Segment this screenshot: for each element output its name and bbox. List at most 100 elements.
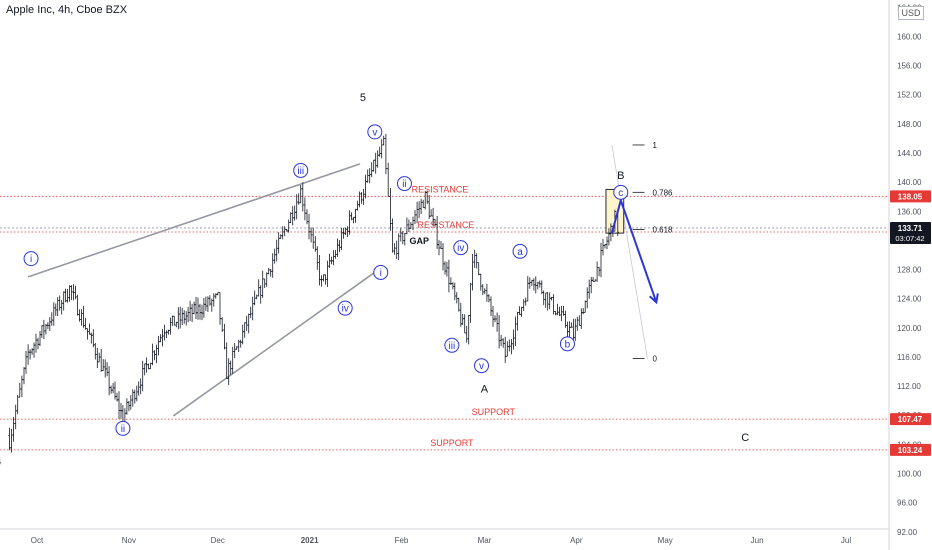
ohlc-bar (102, 359, 105, 371)
ohlc-bar (422, 199, 425, 208)
ohlc-bar (251, 296, 254, 321)
ohlc-bar (289, 212, 292, 223)
time-tick-label: Apr (570, 536, 583, 545)
ohlc-bar (303, 197, 307, 221)
price-tick-label: 140.00 (897, 178, 922, 187)
ohlc-bar (312, 227, 315, 249)
ohlc-bar (225, 342, 228, 379)
price-axis[interactable]: 164.00160.00156.00152.00148.00144.00140.… (888, 0, 922, 550)
price-tick-label: 160.00 (897, 32, 922, 41)
trendlines (27, 163, 382, 417)
ohlc-bar (605, 236, 609, 249)
ohlc-bar (428, 195, 431, 219)
price-tick-label: 152.00 (897, 91, 922, 100)
ohlc-bar (340, 227, 343, 251)
ohlc-bar (66, 289, 69, 303)
ohlc-bar (372, 159, 375, 172)
price-tick-label: 120.00 (897, 324, 922, 333)
wave-label: 4 (0, 456, 2, 468)
ohlc-bar (299, 185, 302, 204)
ohlc-bar (200, 304, 204, 321)
price-tick-label: 144.00 (897, 149, 922, 158)
ohlc-bar (409, 222, 413, 229)
ohlc-bar (261, 270, 264, 298)
ohlc-bar (183, 310, 186, 324)
ohlc-bar (80, 309, 83, 326)
ohlc-bar (133, 389, 136, 404)
gap-label: GAP (410, 236, 430, 246)
ohlc-bar (451, 282, 455, 290)
ohlc-bar (360, 192, 363, 204)
ohlc-bar (508, 339, 511, 352)
wave-circle (474, 358, 490, 374)
wave-label: iii (297, 166, 304, 177)
ohlc-bar (560, 306, 563, 322)
ohlc-bar (504, 336, 507, 363)
ohlc-bar (580, 308, 583, 329)
ohlc-bar (68, 285, 71, 302)
ohlc-bar (336, 238, 339, 257)
ohlc-bar (471, 254, 474, 291)
ohlc-bar (582, 308, 585, 315)
ohlc-bar (495, 312, 499, 332)
price-tag-label: 107.47 (898, 415, 923, 424)
ohlc-bar (364, 174, 367, 199)
ohlc-bar (96, 347, 99, 368)
ohlc-bar (475, 253, 478, 269)
ohlc-bar (293, 205, 296, 221)
wave-label: i (380, 268, 382, 279)
ohlc-bar (407, 219, 411, 232)
ohlc-bar (485, 283, 489, 302)
ohlc-bar (465, 325, 468, 343)
ohlc-bar (393, 243, 396, 255)
wave-label: C (741, 432, 749, 444)
ohlc-bar (16, 395, 19, 415)
ohlc-bar (556, 303, 559, 316)
ohlc-bar (506, 341, 509, 357)
price-tick-label: 92.00 (897, 528, 918, 537)
wave-circle (23, 251, 39, 267)
level-label: SUPPORT (430, 438, 474, 448)
price-tick-label: 124.00 (897, 295, 922, 304)
ohlc-bar (502, 338, 505, 348)
time-axis[interactable]: Oct Nov Dec 2021 Feb Mar Apr May Jun Jul (0, 528, 889, 545)
ohlc-bar (218, 292, 222, 325)
ohlc-bar (271, 253, 274, 278)
ohlc-bar (578, 315, 581, 326)
time-tick-label: Nov (122, 536, 136, 545)
ohlc-bar (522, 299, 525, 311)
ohlc-bar (196, 297, 200, 320)
ohlc-bar (273, 248, 276, 264)
ohlc-bar (231, 346, 234, 374)
ohlc-bar (24, 350, 28, 374)
ohlc-bar (135, 385, 138, 402)
ohlc-bar (269, 269, 272, 277)
ohlc-bar (64, 288, 67, 303)
ohlc-bar (129, 395, 132, 410)
ohlc-bar (548, 292, 551, 310)
wave-label: i (30, 254, 32, 265)
ohlc-bar (241, 324, 244, 345)
symbol-title[interactable]: Apple Inc, 4h, Cboe BZX (6, 4, 128, 16)
ohlc-bar (588, 279, 591, 299)
projection-path (610, 196, 658, 303)
ohlc-bar (279, 234, 282, 239)
wave-label: 5 (360, 92, 366, 104)
level-label: RESISTANCE (412, 184, 469, 194)
ohlc-bar (155, 344, 158, 364)
ohlc-bar (62, 291, 65, 311)
ohlc-bar (52, 302, 55, 326)
ohlc-bar (354, 208, 357, 223)
ohlc-bar (255, 294, 258, 300)
currency-button[interactable]: USD (898, 6, 924, 20)
ohlc-bar (125, 398, 129, 415)
ohlc-bar (483, 288, 486, 295)
ohlc-bar (376, 150, 379, 168)
ohlc-bar (70, 285, 73, 300)
ohlc-bar (86, 328, 89, 340)
ohlc-bar (188, 300, 192, 322)
ohlc-bar (109, 385, 113, 394)
wave-label: ii (402, 179, 406, 190)
